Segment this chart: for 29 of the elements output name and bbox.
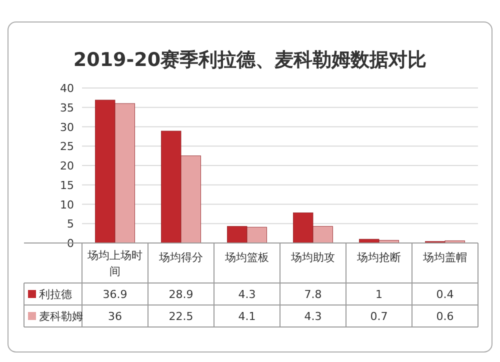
y-tick-label: 30: [60, 120, 74, 134]
y-tick-label: 40: [60, 82, 74, 95]
y-tick-label: 5: [67, 218, 74, 231]
y-tick-label: 25: [60, 140, 74, 154]
x-tick-label: 场均得分: [158, 251, 203, 264]
data-label: 36.9: [102, 288, 128, 301]
legend-label: 麦科勒姆: [39, 310, 83, 323]
legend-label: 利拉德: [39, 288, 72, 301]
x-tick-label: 场均盖帽: [422, 251, 467, 264]
data-label: 0.7: [370, 310, 388, 323]
data-label: 22.5: [168, 310, 194, 323]
data-label: 0.6: [436, 310, 454, 323]
data-label: 4.1: [238, 310, 256, 323]
data-label: 4.3: [238, 288, 256, 301]
data-label: 36: [108, 310, 122, 323]
data-label: 7.8: [304, 288, 322, 301]
data-label: 1: [376, 288, 382, 301]
y-tick-label: 15: [60, 178, 74, 192]
y-tick-label: 20: [60, 160, 74, 172]
chart-title: 2019-20赛季利拉德、麦科勒姆数据对比: [73, 49, 427, 71]
x-tick-label: 场均上场时间: [86, 249, 142, 278]
data-label: 4.3: [304, 310, 322, 323]
data-label: 28.9: [168, 288, 194, 301]
y-tick-label: 10: [60, 198, 74, 212]
x-tick-label: 场均助攻: [290, 251, 335, 264]
x-tick-label: 场均篮板: [224, 251, 269, 264]
data-label: 0.4: [436, 288, 454, 301]
x-tick-label: 场均抢断: [356, 251, 401, 264]
y-tick-label: 35: [60, 101, 74, 114]
